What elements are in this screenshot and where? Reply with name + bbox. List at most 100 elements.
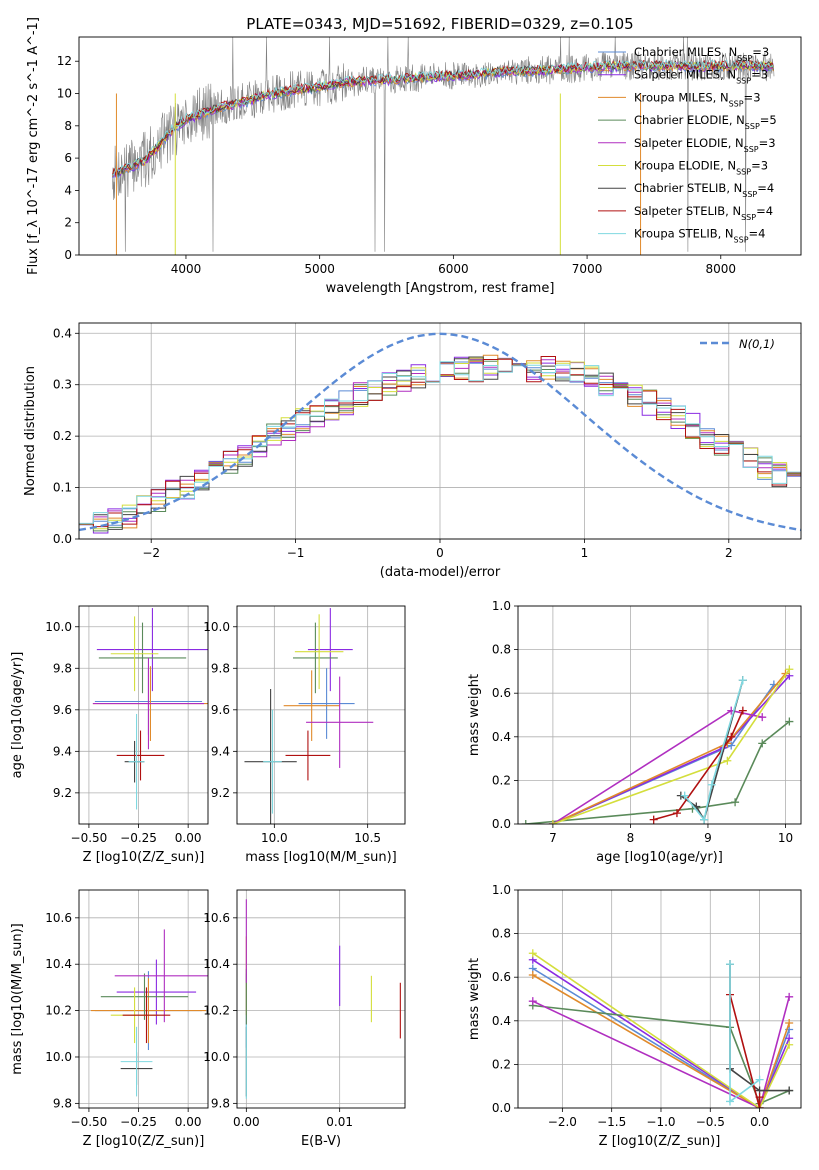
x-tick-label: −2.0 [548,1115,577,1129]
massweight-plot-area [528,949,794,1108]
x-tick-label: 10.0 [261,831,288,845]
massweight-point-marker [738,676,747,685]
x-tick-label: 10.5 [354,831,381,845]
x-tick-label: 7000 [572,262,603,276]
x-axis-label: (data-model)/error [380,565,501,580]
x-tick-label: 0.00 [233,1115,260,1129]
y-axis-label: mass [log10(M/M_sun)] [10,923,25,1075]
model-fit-line [112,59,774,176]
legend-gaussian-label: N(0,1) [739,337,775,351]
plot-frame [78,36,802,256]
massweight-plot-area [521,665,794,824]
massweight-series-line [729,964,761,1104]
x-tick-label: 8000 [706,262,737,276]
massweight-point-marker [528,997,537,1006]
y-tick-label: 0.2 [492,1057,511,1071]
massweight-point-marker [528,971,537,980]
plot-frame [78,889,209,1109]
y-tick-label: 6 [64,151,72,165]
x-tick-label: −1.5 [597,1115,626,1129]
y-tick-label: 0.2 [492,773,511,787]
legend-label: Salpeter ELODIE, NSSP=3 [634,136,776,154]
y-tick-label: 1.0 [492,599,511,613]
spectrum-panel: 4000 5000 6000 7000 8000 0 2 4 6 8 10 12 wavelength … [26,17,802,296]
massweight-point-marker [707,780,716,789]
massweight-series-line [532,967,790,1108]
y-tick-label: 0.4 [492,730,511,744]
massweight-point-marker [785,1086,794,1095]
x-tick-label: 0.01 [326,1115,353,1129]
x-tick-label: −1.0 [646,1115,675,1129]
x-tick-label: 9 [704,831,712,845]
y-tick-label: 9.8 [211,661,230,675]
y-tick-label: 0.8 [492,643,511,657]
y-tick-label: 9.6 [211,703,230,717]
massweight-point-marker [758,713,767,722]
massweight-point-marker [723,756,732,765]
x-axis-label: wavelength [Angstrom, rest frame] [326,281,555,296]
y-tick-label: 0.4 [53,326,72,340]
x-axis-label: Z [log10(Z/Z_sun)] [83,1134,205,1149]
x-tick-label: −2 [142,546,160,560]
y-tick-label: 9.2 [53,786,72,800]
x-tick-label: 10 [778,831,793,845]
y-tick-label: 10.6 [203,911,230,925]
ebv-vs-mass-panel: 0.00 0.01 9.8 10.0 10.2 10.4 10.6 E(B-V) [203,889,406,1149]
y-tick-label: 10.0 [203,620,230,634]
x-tick-label: 8 [627,831,635,845]
errorbar-plot-area [92,608,208,810]
y-tick-label: 0.0 [53,532,72,546]
gaussian-curve [79,332,801,532]
massweight-point-marker [700,815,709,824]
massweight-point-marker [755,1104,764,1108]
errorbar-plot-area [90,929,208,1097]
y-tick-label: 0.4 [492,1014,511,1028]
x-axis-label: Z [log10(Z/Z_sun)] [599,1134,721,1149]
massweight-point-marker [758,739,767,748]
y-tick-label: 9.8 [53,661,72,675]
histogram-plot-area [79,332,801,539]
massweight-series-line [684,679,744,822]
y-tick-label: 9.2 [211,786,230,800]
massweight-point-marker [548,820,557,824]
plot-frame [236,605,406,825]
massweight-point-marker [755,1075,764,1084]
y-axis-label: age [log10(age/yr)] [10,652,25,779]
x-tick-label: −0.50 [71,831,108,845]
y-tick-label: 0.6 [492,970,511,984]
figure-title: PLATE=0343, MJD=51692, FIBERID=0329, z=0… [246,15,633,33]
y-tick-label: 10.4 [203,957,230,971]
spectrum-plot-area [112,37,775,255]
y-tick-label: 8 [64,119,72,133]
model-fit-line [112,59,774,176]
legend-label: Chabrier ELODIE, NSSP=5 [634,113,777,131]
x-tick-label: 5000 [304,262,335,276]
y-tick-label: 9.8 [211,1096,230,1110]
massweight-point-marker [785,665,794,674]
x-tick-label: 0.00 [175,831,202,845]
plot-frame [78,322,802,540]
massweight-series-line [653,710,744,821]
legend-label: Salpeter MILES, NSSP=3 [634,68,768,86]
legend-label: Salpeter STELIB, NSSP=4 [634,204,773,222]
x-axis-label: age [log10(age/yr)] [596,850,723,865]
y-tick-label: 9.4 [211,744,230,758]
legend-label: Kroupa MILES, NSSP=3 [634,90,761,108]
x-tick-label: 7 [549,831,557,845]
y-tick-label: 10.2 [203,1004,230,1018]
massweight-series-line [532,952,790,1108]
errorbar-plot-area [244,608,374,824]
x-tick-label: 0 [436,546,444,560]
x-tick-label: 4000 [171,262,202,276]
y-tick-label: 0.2 [53,429,72,443]
legend-label: Chabrier STELIB, NSSP=4 [634,181,774,199]
y-tick-label: 4 [64,183,72,197]
massweight-point-marker [755,1093,764,1102]
x-tick-label: −0.25 [120,1115,157,1129]
y-tick-label: 9.8 [53,1096,72,1110]
z-vs-massweight-panel: −2.0 −1.5 −1.0 −0.5 0.0 0.0 0.2 0.4 0.6 0.8 1.0 Z [… [467,883,802,1149]
x-tick-label: −0.50 [71,1115,108,1129]
y-tick-label: 0.6 [492,686,511,700]
y-axis-label: Flux [f_λ 10^-17 erg cm^-2 s^-1 A^-1] [26,17,41,275]
x-axis-label: mass [log10(M/M_sun)] [245,850,397,865]
